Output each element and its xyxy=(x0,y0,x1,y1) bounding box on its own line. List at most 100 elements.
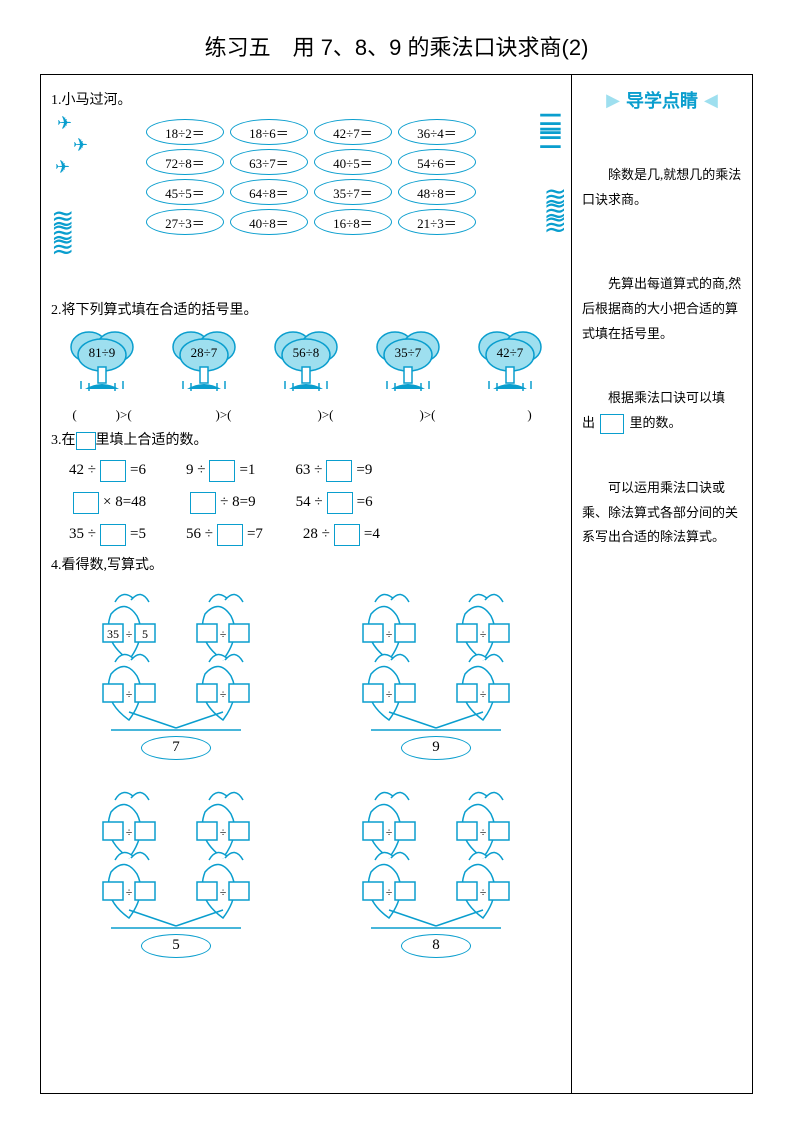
svg-text:÷: ÷ xyxy=(386,825,393,839)
eq-pre: 35 ÷ xyxy=(69,526,96,543)
q3-equation: ÷ 8=9 xyxy=(186,492,255,514)
q1-bubble: 63÷7＝ xyxy=(230,149,308,175)
q1-row: 72÷8＝ 63÷7＝ 40÷5＝ 54÷6＝ xyxy=(105,149,517,175)
grass-icon: ≋≋≋ xyxy=(544,191,561,233)
q2-tree: 56÷8 xyxy=(266,325,346,400)
q4-pot-number: 8 xyxy=(401,934,471,958)
svg-text:÷: ÷ xyxy=(480,825,487,839)
q1-bubble: 27÷3＝ xyxy=(146,209,224,235)
q4-pot-number: 5 xyxy=(141,934,211,958)
q2-tree: 28÷7 xyxy=(164,325,244,400)
q2-paren: )>( xyxy=(164,404,244,423)
q1-bubble: 45÷5＝ xyxy=(146,179,224,205)
q4-pot-number: 9 xyxy=(401,736,471,760)
q2-tree: 42÷7 xyxy=(470,325,550,400)
q3-row: × 8=48 ÷ 8=9 54 ÷=6 xyxy=(69,492,561,514)
svg-text:÷: ÷ xyxy=(220,885,227,899)
svg-text:÷: ÷ xyxy=(220,825,227,839)
q1-row: 18÷2＝ 18÷6＝ 42÷7＝ 36÷4＝ xyxy=(105,119,517,145)
q3-equation: 63 ÷=9 xyxy=(295,460,372,482)
blank-box-icon xyxy=(217,524,243,546)
side-column: ▶ 导学点睛 ◀ 除数是几,就想几的乘法口诀求商。 先算出每道算式的商,然后根据… xyxy=(572,75,752,1093)
side-tip: 可以运用乘法口诀或乘、除法算式各部分间的关系写出合适的除法算式。 xyxy=(582,476,742,550)
q3-equation: 54 ÷=6 xyxy=(296,492,373,514)
eq-pre: 28 ÷ xyxy=(303,526,330,543)
q3-label: 3.在 里填上合适的数。 xyxy=(51,429,561,450)
grass-icon: ≋≋≋ xyxy=(51,213,68,255)
page-title: 练习五 用 7、8、9 的乘法口诀求商(2) xyxy=(40,30,753,62)
q2-paren: )>( xyxy=(266,404,346,423)
q1-bubble: 42÷7＝ xyxy=(314,119,392,145)
q1-bubble: 16÷8＝ xyxy=(314,209,392,235)
svg-text:÷: ÷ xyxy=(126,687,133,701)
svg-text:5: 5 xyxy=(142,627,148,641)
q3-equation: × 8=48 xyxy=(69,492,146,514)
q4-grid: 35÷5 ÷ ÷ ÷ 7 ÷ ÷ ÷ xyxy=(51,580,561,958)
bird-icon: ✈ xyxy=(73,135,88,156)
eq-pre: 54 ÷ xyxy=(296,494,323,511)
blank-box-icon xyxy=(600,414,624,434)
q2-paren: ( )>( xyxy=(62,404,142,423)
q3-equation: 42 ÷=6 xyxy=(69,460,146,482)
q4-pot: ÷ ÷ ÷ ÷ 9 xyxy=(321,580,551,760)
blank-box-icon xyxy=(327,492,353,514)
q3-row: 42 ÷=6 9 ÷ =1 63 ÷=9 xyxy=(69,460,561,482)
eq-post: ÷ 8=9 xyxy=(220,494,255,511)
q4-pot: 35÷5 ÷ ÷ ÷ 7 xyxy=(61,580,291,760)
eq-post: =6 xyxy=(130,462,146,479)
svg-text:28÷7: 28÷7 xyxy=(191,345,218,360)
side-tip-text: 根据乘法口诀可以填出 里的数。 xyxy=(582,386,742,435)
svg-text:÷: ÷ xyxy=(220,627,227,641)
svg-text:÷: ÷ xyxy=(386,627,393,641)
eq-post: =9 xyxy=(356,462,372,479)
blank-box-icon xyxy=(209,460,235,482)
q3-label-pre: 3.在 xyxy=(51,433,76,448)
svg-text:÷: ÷ xyxy=(480,687,487,701)
q1-bubble: 54÷6＝ xyxy=(398,149,476,175)
side-tip-text: 除数是几,就想几的乘法口诀求商。 xyxy=(582,163,742,212)
page-frame: 1.小马过河。 ✈ ✈ ✈ ≋≋≋ ☰☰ ≋≋≋ 18÷2＝ 18÷6＝ 42÷… xyxy=(40,74,753,1094)
eq-pre: 9 ÷ xyxy=(186,462,205,479)
q1-bubble: 18÷6＝ xyxy=(230,119,308,145)
q3-equation: 9 ÷ =1 xyxy=(186,460,255,482)
q2-label: 2.将下列算式填在合适的括号里。 xyxy=(51,299,561,319)
svg-text:81÷9: 81÷9 xyxy=(89,345,116,360)
eq-post: =1 xyxy=(239,462,255,479)
svg-text:÷: ÷ xyxy=(126,885,133,899)
svg-text:35÷7: 35÷7 xyxy=(395,345,422,360)
svg-text:÷: ÷ xyxy=(480,885,487,899)
q1-bubble: 36÷4＝ xyxy=(398,119,476,145)
q3-label-suf: 里填上合适的数。 xyxy=(96,433,208,448)
side-banner: ▶ 导学点睛 ◀ xyxy=(582,87,742,113)
q2-tree: 81÷9 xyxy=(62,325,142,400)
blank-box-icon xyxy=(100,460,126,482)
blank-box-icon xyxy=(190,492,216,514)
q3-equation: 35 ÷ =5 xyxy=(69,524,146,546)
q1-bubble: 40÷8＝ xyxy=(230,209,308,235)
q3-equation: 28 ÷ =4 xyxy=(303,524,380,546)
q2-paren: ) xyxy=(470,404,550,423)
eq-post: =5 xyxy=(130,526,146,543)
blank-box-icon xyxy=(100,524,126,546)
svg-text:÷: ÷ xyxy=(126,627,133,641)
svg-text:56÷8: 56÷8 xyxy=(293,345,320,360)
eq-post: =4 xyxy=(364,526,380,543)
svg-text:÷: ÷ xyxy=(386,885,393,899)
q1-bubble: 48÷8＝ xyxy=(398,179,476,205)
eq-post: =7 xyxy=(247,526,263,543)
main-column: 1.小马过河。 ✈ ✈ ✈ ≋≋≋ ☰☰ ≋≋≋ 18÷2＝ 18÷6＝ 42÷… xyxy=(41,75,572,1093)
svg-text:42÷7: 42÷7 xyxy=(497,345,524,360)
q3-equation: 56 ÷=7 xyxy=(186,524,263,546)
blank-box-icon xyxy=(73,492,99,514)
q4-pot: ÷ ÷ ÷ ÷ 5 xyxy=(61,778,291,958)
q1-row: 27÷3＝ 40÷8＝ 16÷8＝ 21÷3＝ xyxy=(105,209,517,235)
bird-icon: ✈ xyxy=(55,157,70,178)
q2-compare: ( )>( )>( )>( )>( ) xyxy=(51,404,561,423)
q4-label: 4.看得数,写算式。 xyxy=(51,554,561,574)
svg-text:÷: ÷ xyxy=(126,825,133,839)
q4-pot: ÷ ÷ ÷ ÷ 8 xyxy=(321,778,551,958)
grass-icon: ☰☰ xyxy=(538,119,557,147)
side-banner-text: 导学点睛 xyxy=(620,87,704,113)
blank-box-icon xyxy=(334,524,360,546)
bird-icon: ✈ xyxy=(57,113,72,134)
